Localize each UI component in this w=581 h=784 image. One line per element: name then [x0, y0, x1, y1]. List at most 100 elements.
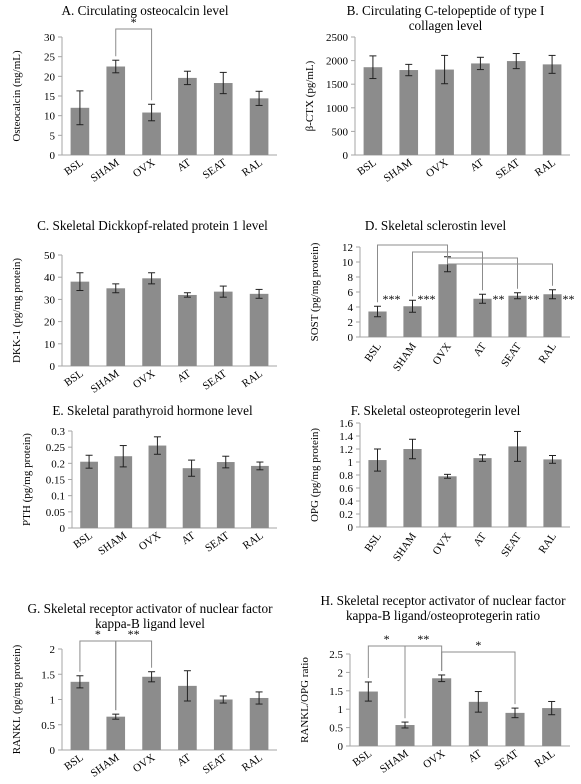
y-tick-label: 1: [338, 704, 344, 716]
bar-seat: [213, 291, 233, 366]
x-category-label: OVX: [421, 748, 447, 772]
y-tick-label: 1.2: [339, 444, 353, 456]
chart-panel-d: D. Skeletal sclerostin level 0 2 4 6 8 10 12 SO…: [290, 213, 581, 408]
bar-at: [178, 294, 197, 366]
y-tick-label: 2: [338, 667, 344, 679]
chart-panel-h: H. Skeletal receptor activator of nuclea…: [290, 593, 581, 784]
x-category-label: RAL: [240, 751, 265, 774]
y-tick-label: 2500: [326, 32, 349, 44]
chart-title-b: B. Circulating C-telopeptide of type I c…: [346, 3, 545, 33]
y-axis-label: DKK-1 (pg/mg protein): [11, 258, 23, 363]
y-axis-label: SOST (pg/mg protein): [309, 242, 321, 341]
bar-sham: [399, 70, 419, 155]
bar-ral: [543, 459, 562, 527]
y-axis-label: PTH (pg/mg protein): [21, 433, 33, 526]
x-category-label: OVX: [430, 531, 454, 557]
x-category-label: SHAM: [96, 530, 129, 558]
x-category-label: AT: [468, 156, 486, 174]
x-category-label: OVX: [131, 368, 157, 392]
y-tick-label: 30: [44, 32, 56, 44]
x-category-label: SHAM: [378, 748, 411, 776]
x-category-label: OVX: [131, 157, 157, 181]
x-category-label: BSL: [71, 529, 95, 551]
bar-at: [473, 458, 492, 527]
bar-ral: [249, 697, 269, 750]
bar-at: [178, 77, 197, 155]
y-tick-label: 25: [44, 52, 56, 64]
x-category-label: AT: [175, 367, 193, 385]
significance-bracket: [441, 651, 516, 705]
y-tick-label: 6: [348, 287, 354, 299]
bar-at: [473, 298, 492, 337]
x-category-label: BSL: [363, 341, 385, 365]
significance-label: ***: [418, 292, 436, 306]
bar-ovx: [438, 264, 457, 337]
y-tick-label: 1.5: [41, 669, 55, 681]
significance-label: *: [131, 15, 137, 29]
chart-title-g: G. Skeletal receptor activator of nuclea…: [27, 601, 273, 631]
x-category-label: RAL: [537, 341, 560, 366]
y-tick-label: 1: [348, 457, 354, 469]
significance-label: **: [493, 292, 505, 306]
y-tick-label: 0: [348, 332, 354, 344]
y-tick-label: 0.6: [339, 483, 353, 495]
y-tick-label: 1: [50, 695, 56, 707]
chart-svg-f: 00.20.40.60.811.21.41.6 OPG (pg/mg protei…: [309, 418, 570, 564]
chart-panel-a: A. Circulating osteocalcin level 0 5 10 15 2…: [0, 0, 290, 200]
y-axis-label: RANKL/OPG ratio: [299, 657, 311, 743]
y-tick-label: 1000: [326, 103, 349, 115]
y-tick-label: 10: [44, 339, 56, 351]
y-tick-label: 0.2: [339, 509, 353, 521]
x-category-label: AT: [471, 531, 489, 549]
bar-ral: [542, 708, 562, 746]
chart-panel-f: F. Skeletal osteoprotegerin level 0 0.2 0.…: [290, 400, 581, 600]
chart-title-f: F. Skeletal osteoprotegerin level: [350, 403, 521, 418]
y-tick-label: 2.5: [329, 649, 343, 661]
x-category-label: BSL: [355, 156, 379, 178]
y-tick-label: 0.15: [46, 475, 66, 487]
y-tick-label: 0.8: [339, 470, 353, 482]
y-tick-label: 0: [348, 522, 354, 534]
significance-label: **: [563, 292, 575, 306]
x-category-label: SHAM: [89, 752, 122, 780]
significance-label: *: [384, 632, 390, 646]
bar-at: [182, 468, 201, 528]
y-axis-label: β-CTX (pg/mL): [304, 60, 316, 131]
significance-bracket: [115, 28, 153, 101]
bar-ovx: [432, 678, 452, 746]
significance-label: **: [528, 292, 540, 306]
chart-svg-b: 0 500 1000 1500 2000 2500 β-CTX (pg/mL) BSL SHAM…: [304, 32, 570, 185]
y-tick-label: 30: [44, 294, 56, 306]
x-category-label: RAL: [537, 531, 560, 556]
bar-ovx: [438, 476, 457, 527]
y-tick-label: 0.4: [339, 496, 353, 508]
chart-svg-c: 0 10 20 30 40 50 DKK-1 (pg/mg protein) BSL SHAM O…: [11, 250, 277, 396]
x-category-label: BSL: [62, 156, 86, 178]
y-tick-label: 0.25: [46, 442, 66, 454]
y-tick-label: 0: [338, 741, 344, 753]
significance-label: **: [128, 627, 140, 641]
y-tick-label: 4: [348, 302, 354, 314]
y-tick-label: 2: [348, 317, 354, 329]
y-tick-label: 0: [50, 361, 56, 373]
y-tick-label: 12: [342, 242, 353, 254]
x-category-label: SHAM: [89, 157, 122, 185]
x-category-label: BSL: [351, 747, 375, 769]
significance-bracket: [115, 640, 153, 711]
significance-bracket: [447, 253, 553, 286]
chart-title-e: E. Skeletal parathyroid hormone level: [52, 403, 253, 418]
chart-title-h: H. Skeletal receptor activator of nuclea…: [320, 593, 566, 623]
bar-ovx: [435, 69, 454, 155]
bar-ovx: [142, 676, 161, 750]
x-category-label: SEAT: [201, 751, 230, 776]
chart-title-c: C. Skeletal Dickkopf-related protein 1 l…: [37, 218, 268, 233]
bar-at: [471, 63, 490, 155]
chart-svg-a: 0 5 10 15 20 25 30 Osteocalcin (ng/mL) BSL SHAM OV…: [11, 15, 277, 185]
y-tick-label: 0.1: [51, 491, 65, 503]
bar-seat: [508, 446, 527, 527]
bar-sham: [403, 306, 422, 337]
y-tick-label: 10: [44, 111, 56, 123]
significance-bracket: [447, 251, 483, 291]
x-category-label: OVX: [131, 752, 157, 776]
y-tick-label: 0.05: [46, 507, 66, 519]
